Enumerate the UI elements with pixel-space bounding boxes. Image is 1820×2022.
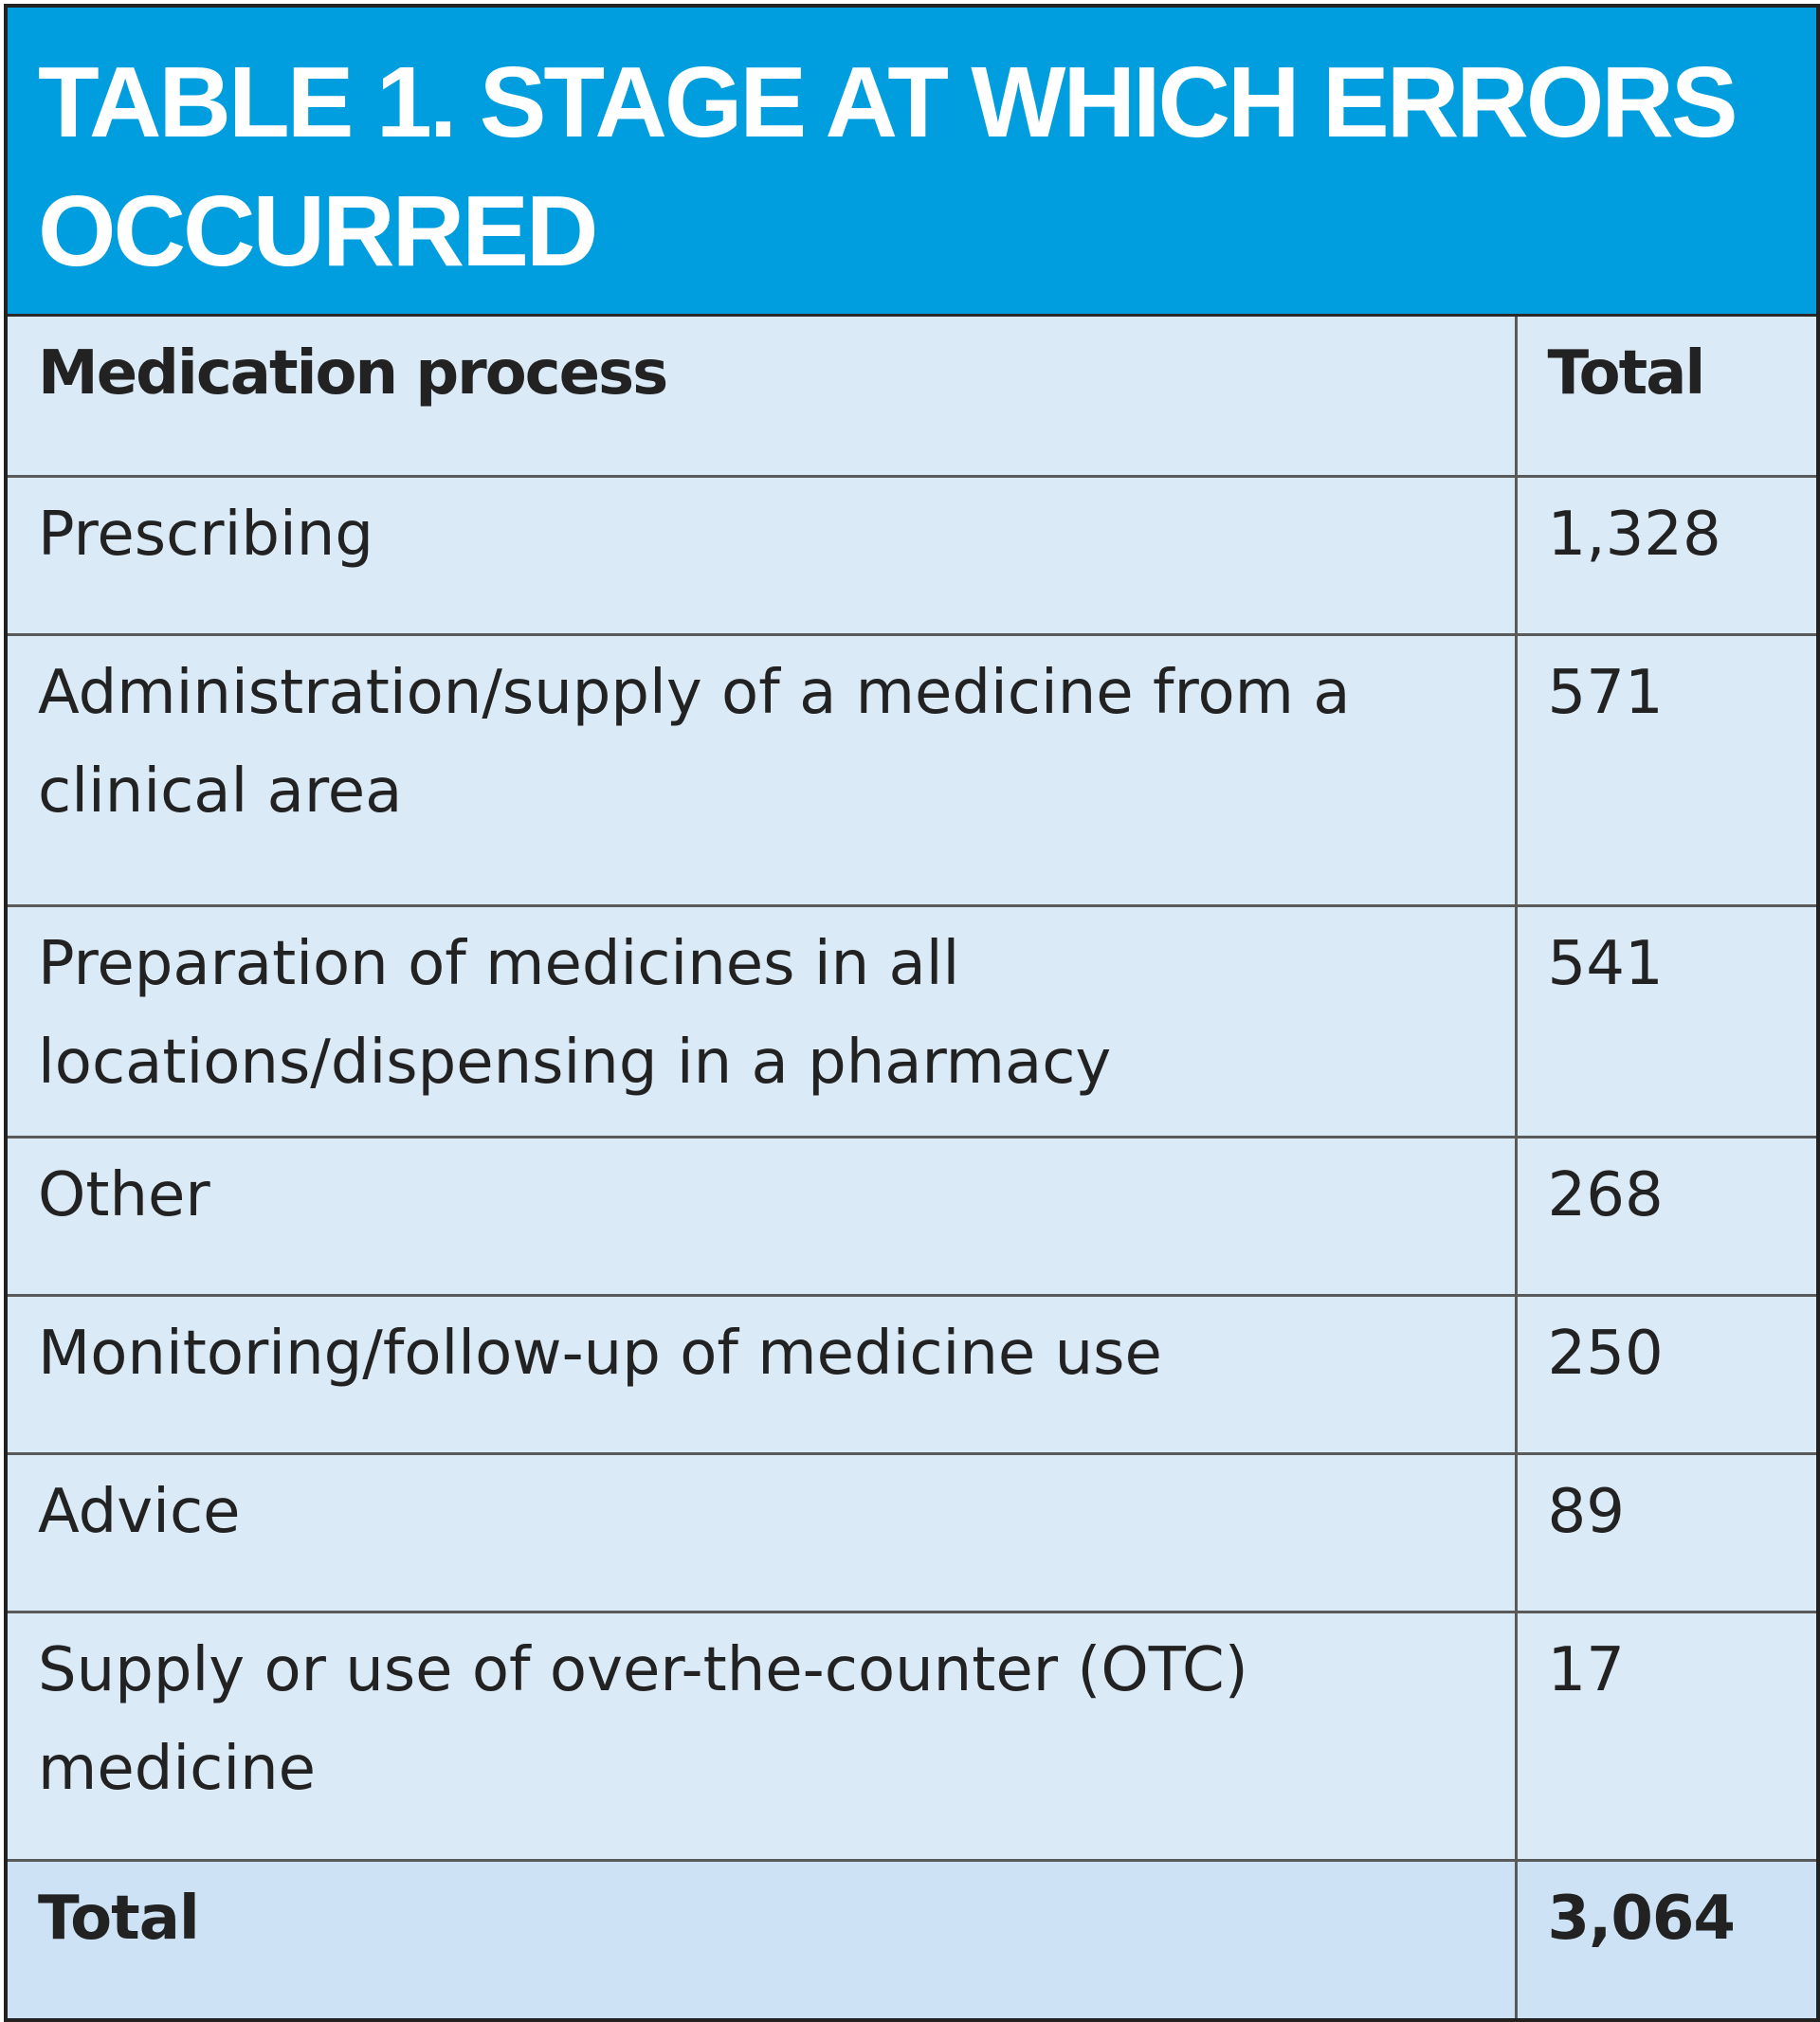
row-total: 268 [1514,1137,1816,1297]
header-medication-process: Medication process [8,317,1516,478]
table-row: Monitoring/follow-up of medicine use 250 [8,1295,1816,1455]
errors-table: Medication process Total Prescribing 1,3… [8,317,1816,2018]
table-row: Preparation of medicines in all location… [8,905,1816,1139]
row-process: Monitoring/follow-up of medicine use [8,1295,1516,1455]
table-row: Other 268 [8,1137,1816,1297]
total-label: Total [8,1860,1516,2018]
header-total: Total [1514,317,1816,478]
table-row: Prescribing 1,328 [8,476,1816,636]
row-total: 250 [1514,1295,1816,1455]
table-row: Supply or use of over-the-counter (OTC) … [8,1612,1816,1862]
row-process: Administration/supply of a medicine from… [8,634,1516,907]
row-total: 1,328 [1514,476,1816,636]
total-row: Total 3,064 [8,1860,1816,2018]
table-row: Advice 89 [8,1453,1816,1613]
row-total: 571 [1514,634,1816,907]
header-row: Medication process Total [8,317,1816,478]
row-total: 17 [1514,1612,1816,1862]
total-value: 3,064 [1514,1860,1816,2018]
table-frame: TABLE 1. STAGE AT WHICH ERRORS OCCURRED … [4,4,1820,2022]
row-process: Preparation of medicines in all location… [8,905,1516,1139]
table-title: TABLE 1. STAGE AT WHICH ERRORS OCCURRED [38,46,1738,287]
table-row: Administration/supply of a medicine from… [8,634,1816,907]
row-process: Supply or use of over-the-counter (OTC) … [8,1612,1516,1862]
row-total: 541 [1514,905,1816,1139]
row-process: Other [8,1137,1516,1297]
title-bar: TABLE 1. STAGE AT WHICH ERRORS OCCURRED [8,8,1816,317]
row-process: Prescribing [8,476,1516,636]
row-total: 89 [1514,1453,1816,1613]
row-process: Advice [8,1453,1516,1613]
